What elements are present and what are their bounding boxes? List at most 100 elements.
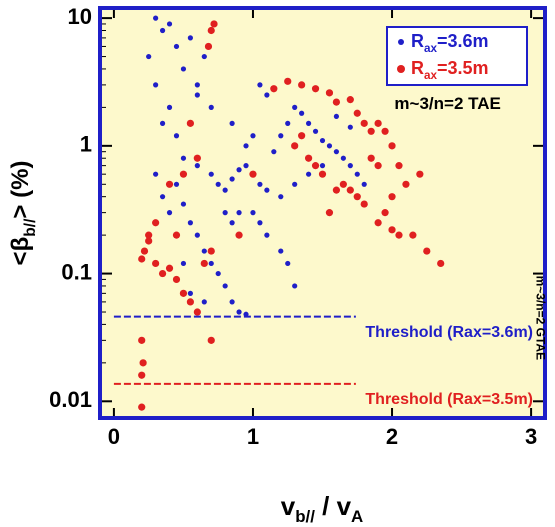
- y-tick-label: 0.1: [61, 259, 92, 284]
- data-point: [172, 231, 181, 239]
- x-tick-label: 0: [108, 424, 120, 449]
- subscript: ax: [424, 42, 438, 55]
- y-tick-label: 10: [68, 4, 92, 29]
- data-point: [180, 155, 187, 161]
- data-point: [194, 92, 200, 98]
- data-point: [346, 96, 354, 104]
- threshold-label: Threshold (Rax=3.6m): [365, 324, 533, 341]
- data-point: [146, 53, 152, 60]
- data-point: [257, 220, 263, 226]
- data-point: [395, 231, 403, 239]
- data-point: [388, 193, 396, 201]
- data-point: [381, 127, 389, 135]
- data-point: [215, 181, 221, 187]
- data-point: [229, 120, 235, 126]
- data-point: [186, 119, 194, 127]
- data-point: [416, 170, 424, 178]
- data-point: [159, 120, 166, 126]
- data-point: [180, 260, 187, 267]
- x-axis-label: vb// / vA: [281, 491, 364, 526]
- data-point: [312, 128, 319, 134]
- data-point: [264, 187, 270, 193]
- data-point: [437, 259, 445, 268]
- data-point: [200, 259, 208, 268]
- data-point: [243, 143, 249, 149]
- data-point: [423, 247, 431, 255]
- y-tick-label: 1: [80, 132, 92, 157]
- data-point: [395, 162, 403, 170]
- data-point: [250, 210, 256, 216]
- data-point: [222, 283, 228, 289]
- data-point: [311, 162, 320, 170]
- data-point: [284, 77, 292, 85]
- data-point: [250, 133, 256, 139]
- data-point: [229, 299, 235, 305]
- y-axis-label: <βb//> (%): [7, 161, 38, 266]
- y-tick-label: 0.01: [49, 387, 92, 412]
- legend-box: [386, 26, 528, 86]
- data-point: [138, 403, 146, 411]
- data-point: [139, 359, 147, 367]
- data-point: [180, 66, 187, 72]
- data-point: [243, 163, 249, 169]
- data-point: [278, 133, 284, 139]
- data-point: [138, 371, 146, 379]
- data-point: [152, 259, 160, 268]
- data-point: [152, 219, 160, 227]
- data-point: [318, 170, 327, 178]
- data-point: [153, 82, 159, 88]
- data-point: [165, 264, 174, 272]
- x-tick-label: 1: [247, 424, 259, 449]
- subscript: ax: [424, 69, 438, 82]
- data-point: [158, 269, 167, 278]
- data-point: [173, 43, 180, 50]
- data-point: [207, 247, 215, 255]
- data-point: [165, 180, 174, 188]
- data-point: [179, 170, 188, 178]
- data-point: [201, 299, 207, 305]
- data-point: [381, 209, 389, 217]
- data-point: [291, 142, 299, 150]
- data-point: [172, 275, 181, 284]
- data-point: [194, 163, 200, 169]
- data-point: [159, 27, 166, 34]
- data-point: [138, 336, 146, 344]
- legend-marker: [397, 65, 405, 73]
- legend-marker: [398, 39, 404, 45]
- threshold-label: Threshold (Rax=3.5m): [365, 391, 533, 408]
- data-point: [194, 82, 200, 88]
- data-point: [388, 226, 396, 234]
- data-point: [299, 110, 305, 116]
- data-point: [201, 53, 207, 60]
- data-point: [179, 289, 188, 297]
- text-part: =3.6m: [437, 31, 489, 51]
- data-point: [325, 209, 334, 217]
- data-point: [402, 180, 410, 188]
- data-point: [145, 231, 153, 239]
- data-point: [354, 171, 360, 177]
- data-point: [285, 260, 291, 267]
- subscript: b//: [295, 507, 315, 526]
- data-point: [278, 194, 284, 200]
- data-point: [187, 290, 193, 296]
- text-part: R: [411, 58, 424, 78]
- data-point: [145, 237, 153, 245]
- subscript: A: [351, 507, 363, 526]
- data-point: [388, 142, 396, 150]
- data-point: [304, 154, 313, 162]
- data-point: [319, 163, 326, 169]
- data-point: [166, 210, 173, 216]
- data-point: [236, 210, 242, 216]
- data-point: [353, 193, 361, 201]
- text-part: =3.5m: [437, 58, 489, 78]
- data-point: [173, 133, 180, 139]
- data-point: [319, 137, 326, 144]
- text-part: > (%): [7, 161, 34, 219]
- x-tick-label: 3: [525, 424, 537, 449]
- data-point: [353, 109, 361, 117]
- data-point: [264, 92, 270, 98]
- data-point: [374, 162, 382, 170]
- data-point: [270, 85, 278, 93]
- data-point: [187, 220, 193, 226]
- data-point: [292, 283, 298, 289]
